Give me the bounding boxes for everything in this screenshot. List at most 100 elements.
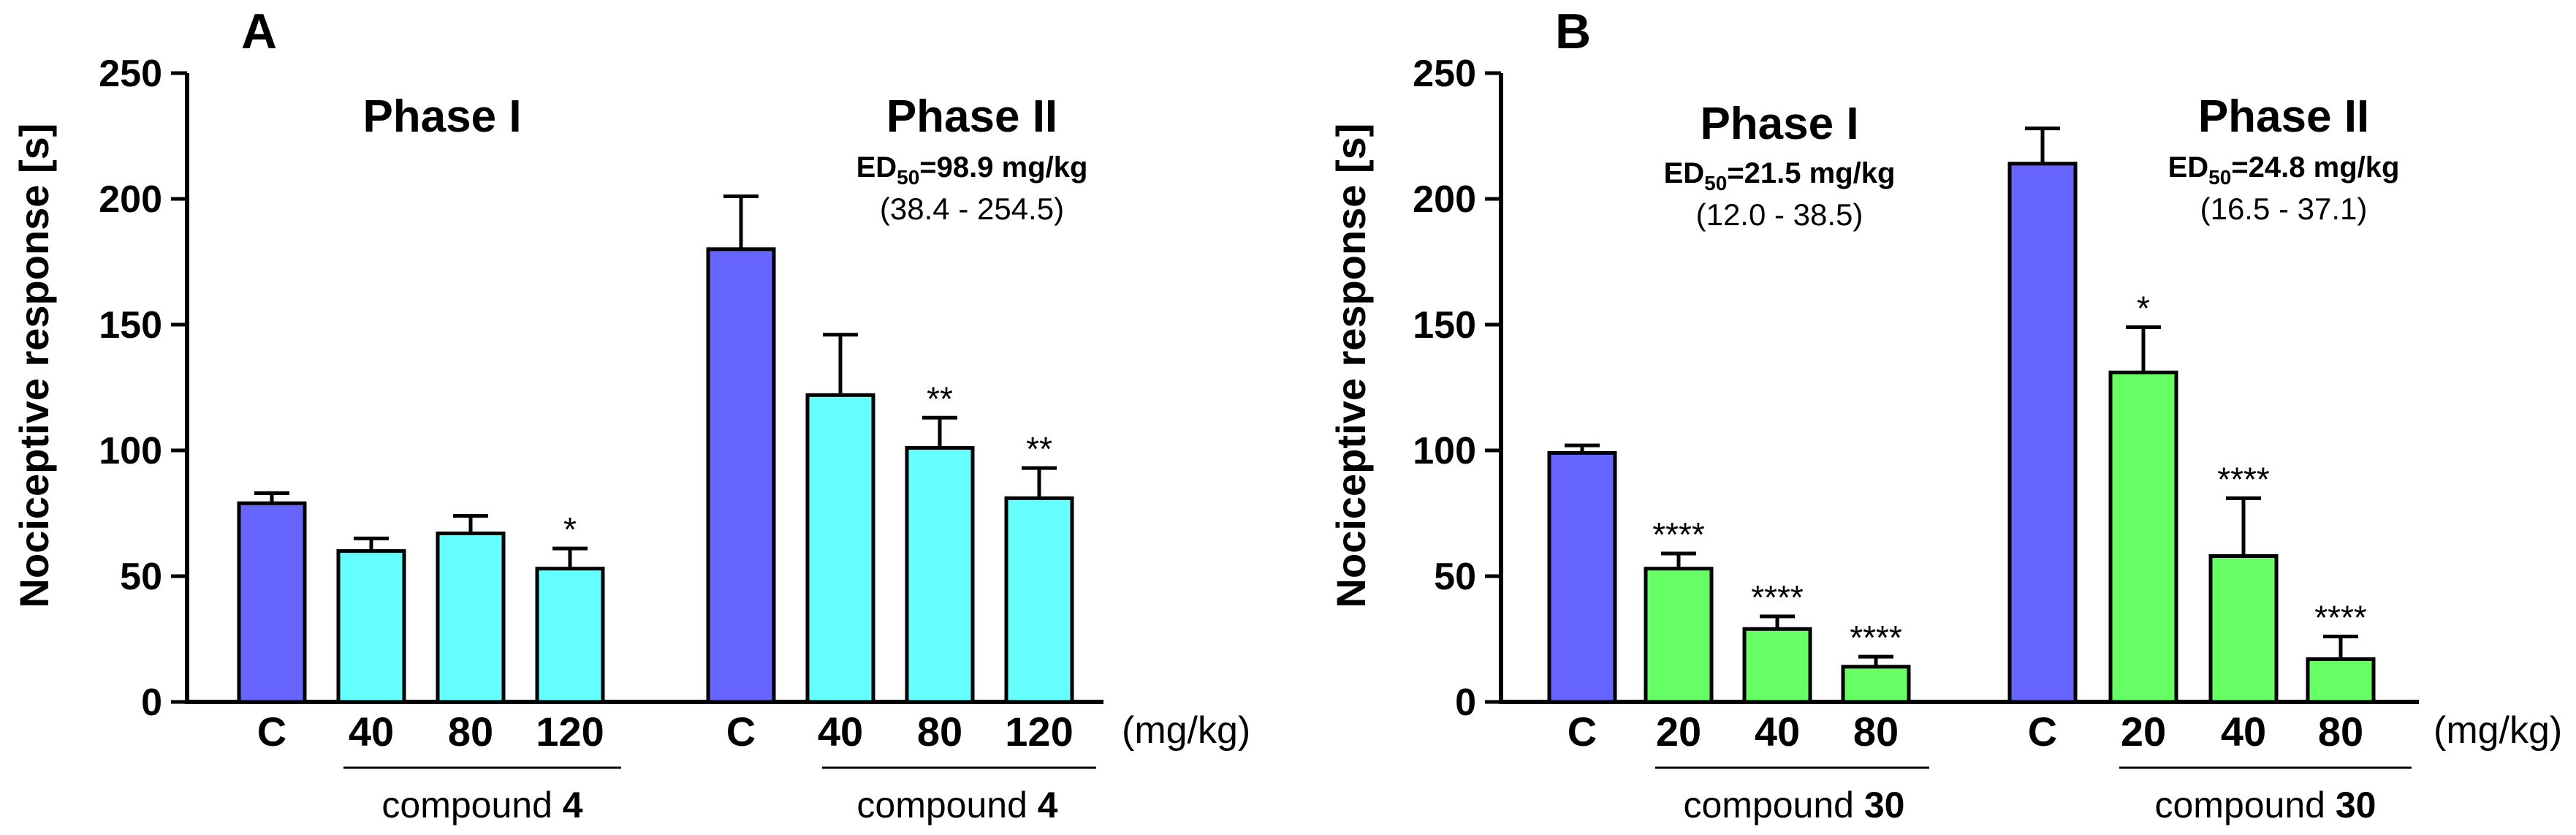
bar-group: **** <box>2208 460 2279 704</box>
bar-dose <box>336 549 406 704</box>
x-category-label: 40 <box>818 709 863 755</box>
panel-b-y-ticks: 0 50 100 150 200 250 <box>1413 53 1501 724</box>
panel-b-y-tick-label: 100 <box>1413 430 1476 472</box>
x-category-label: C <box>1568 709 1597 755</box>
bar-group: **** <box>1644 515 1714 704</box>
panel-a-letter: A <box>241 4 277 59</box>
bar-dose <box>1004 496 1074 704</box>
panel-a-y-tick-label: 250 <box>99 53 162 95</box>
significance-label: **** <box>1850 619 1902 657</box>
bar-group <box>2007 126 2078 704</box>
x-category-label: 20 <box>1656 709 1701 755</box>
panel-b-y-tick: 0 <box>1455 681 1501 724</box>
bar-dose <box>905 446 975 704</box>
panel-a-y-tick-label: 150 <box>99 304 162 347</box>
panel-a-phase-1: Phase I * C 40 80 120 compound 4 <box>237 91 621 825</box>
panel-b-phase-1-title: Phase I <box>1700 99 1858 149</box>
panel-b-y-tick-label: 150 <box>1413 304 1476 347</box>
bar-dose <box>535 567 605 704</box>
x-category-label: 80 <box>2318 709 2363 755</box>
ed50-confidence-interval: (38.4 - 254.5) <box>880 192 1064 226</box>
panel-b-phase-2-title: Phase II <box>2198 91 2369 142</box>
panel-b-y-tick-label: 250 <box>1413 53 1476 95</box>
panel-b-y-tick-label: 0 <box>1455 681 1476 724</box>
significance-label: * <box>2137 289 2150 327</box>
panel-b-phase-2-bars: * **** **** <box>2007 126 2376 704</box>
significance-label: **** <box>1652 515 1705 553</box>
panel-a-y-axis-title: Nociceptive response [s] <box>11 124 57 608</box>
significance-label: **** <box>1751 578 1804 616</box>
panel-b-y-tick-label: 200 <box>1413 178 1476 221</box>
panel-b-phase-1-bars: **** **** **** <box>1547 443 1911 704</box>
panel-a: A Nociceptive response [s] 0 50 100 150 <box>11 4 1250 825</box>
panel-a-phase-1-bars: * <box>237 491 605 704</box>
panel-a-phase-1-x-labels: C 40 80 120 <box>257 709 604 755</box>
ed50-label: ED50=24.8 mg/kg <box>2168 151 2400 189</box>
bar-group: * <box>535 510 605 704</box>
x-category-label: 40 <box>1755 709 1800 755</box>
x-category-label: 120 <box>1005 709 1073 755</box>
panel-a-phase-2-bars: ** ** <box>706 194 1074 704</box>
x-category-label: C <box>726 709 756 755</box>
compound-label: compound 30 <box>2154 785 2376 825</box>
x-category-label: 40 <box>349 709 394 755</box>
bar-group: **** <box>1742 578 1812 704</box>
panel-b-phase-2: Phase II ED50=24.8 mg/kg (16.5 - 37.1) *… <box>2007 91 2412 825</box>
panel-a-y-tick-label: 100 <box>99 430 162 472</box>
panel-b-y-tick: 200 <box>1413 178 1501 221</box>
panel-a-unit-label: (mg/kg) <box>1122 709 1250 752</box>
panel-b: B Nociceptive response [s] 0 50 100 150 <box>1328 4 2562 825</box>
bar-control <box>237 501 307 704</box>
bar-dose <box>1742 627 1812 704</box>
ed50-confidence-interval: (16.5 - 37.1) <box>2200 192 2368 226</box>
panel-a-phase-2: Phase II ED50=98.9 mg/kg (38.4 - 254.5) … <box>706 91 1096 825</box>
bar-dose <box>805 393 875 704</box>
panel-b-y-axis-title: Nociceptive response [s] <box>1328 124 1374 608</box>
panel-a-y-tick: 0 <box>141 681 187 724</box>
panel-b-y-tick: 150 <box>1413 304 1501 347</box>
bar-group <box>336 536 406 704</box>
bar-group: **** <box>1841 619 1911 704</box>
bar-control <box>1547 450 1617 704</box>
x-category-label: 80 <box>917 709 962 755</box>
panel-b-y-tick-label: 50 <box>1434 556 1476 598</box>
panel-b-y-tick: 250 <box>1413 53 1501 95</box>
panel-b-phase-1: Phase I ED50=21.5 mg/kg (12.0 - 38.5) **… <box>1547 99 1929 825</box>
x-category-label: C <box>2028 709 2057 755</box>
bar-group <box>1547 443 1617 704</box>
panel-b-phase-1-x-labels: C 20 40 80 <box>1568 709 1899 755</box>
bar-group: * <box>2108 289 2178 704</box>
compound-label: compound 4 <box>381 785 582 825</box>
panel-a-y-tick: 100 <box>99 430 187 472</box>
bar-group: ** <box>905 379 975 704</box>
significance-label: * <box>563 510 577 548</box>
x-category-label: 80 <box>1853 709 1899 755</box>
bar-group <box>436 513 506 704</box>
ed50-label: ED50=98.9 mg/kg <box>856 151 1088 189</box>
significance-label: **** <box>2314 599 2367 637</box>
bar-dose <box>1644 567 1714 704</box>
x-category-label: 20 <box>2121 709 2166 755</box>
bar-group <box>706 194 776 704</box>
ed50-confidence-interval: (12.0 - 38.5) <box>1696 197 1863 232</box>
bar-dose <box>2306 657 2376 704</box>
significance-label: ** <box>927 379 953 418</box>
panel-a-y-tick-label: 50 <box>120 556 162 598</box>
significance-label: **** <box>2217 460 2270 498</box>
panel-b-unit-label: (mg/kg) <box>2433 709 2562 752</box>
bar-group: **** <box>2306 599 2376 704</box>
panel-a-phase-2-title: Phase II <box>886 91 1057 142</box>
bar-control <box>706 247 776 704</box>
panel-a-y-tick: 200 <box>99 178 187 221</box>
x-category-label: 120 <box>536 709 604 755</box>
panel-a-y-tick: 150 <box>99 304 187 347</box>
panel-b-letter: B <box>1555 4 1591 59</box>
ed50-label: ED50=21.5 mg/kg <box>1664 157 1896 194</box>
x-category-label: C <box>257 709 286 755</box>
panel-a-y-ticks: 0 50 100 150 200 250 <box>99 53 187 724</box>
bar-control <box>2007 162 2078 704</box>
panel-b-y-tick: 50 <box>1434 556 1501 598</box>
panel-b-phase-2-x-labels: C 20 40 80 <box>2028 709 2363 755</box>
panel-a-phase-2-x-labels: C 40 80 120 <box>726 709 1074 755</box>
